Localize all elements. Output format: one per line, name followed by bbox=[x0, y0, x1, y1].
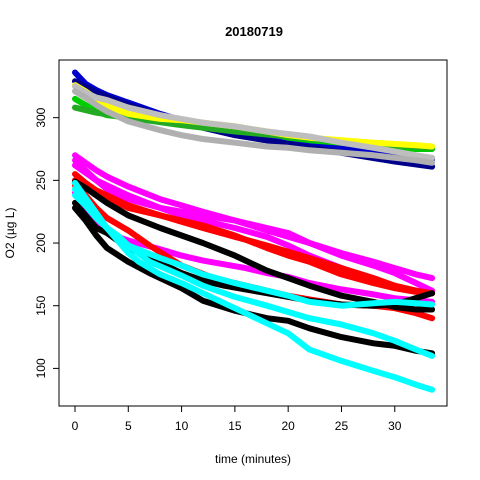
y-tick-label-0: 100 bbox=[34, 358, 48, 378]
x-tick-label-3: 15 bbox=[228, 419, 242, 433]
x-tick-label-5: 25 bbox=[335, 419, 349, 433]
chart-title: 20180719 bbox=[225, 24, 283, 39]
x-tick-label-4: 20 bbox=[281, 419, 295, 433]
series-line-6 bbox=[72, 88, 436, 166]
x-tick-label-0: 0 bbox=[72, 419, 79, 433]
series-line-19 bbox=[72, 192, 436, 309]
series-line-5 bbox=[72, 83, 436, 161]
y-tick-label-2: 200 bbox=[34, 233, 48, 253]
series-line-12 bbox=[72, 177, 436, 297]
x-tick-label-2: 10 bbox=[175, 419, 189, 433]
x-tick-label-1: 5 bbox=[125, 419, 132, 433]
y-axis-label: O2 (µg L) bbox=[3, 208, 17, 259]
y-tick-label-3: 250 bbox=[34, 170, 48, 190]
y-tick-label-4: 300 bbox=[34, 107, 48, 127]
series-layer bbox=[72, 69, 436, 393]
x-axis-label: time (minutes) bbox=[215, 452, 291, 466]
x-tick-label-6: 30 bbox=[388, 419, 402, 433]
plot-frame bbox=[58, 59, 448, 407]
y-tick-label-1: 150 bbox=[34, 295, 48, 315]
